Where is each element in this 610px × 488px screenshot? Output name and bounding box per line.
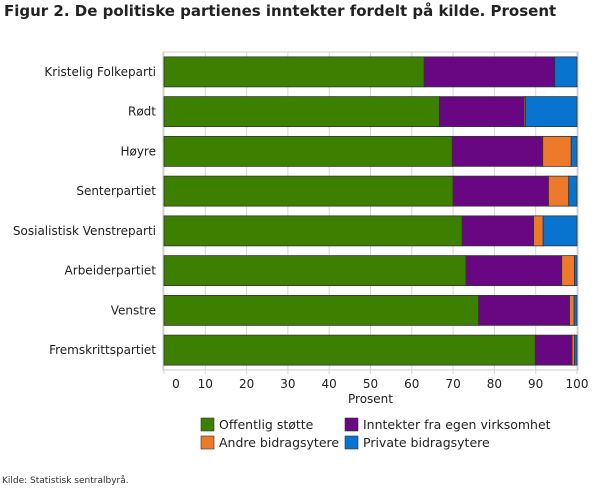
bar-segment — [574, 255, 578, 287]
bar-segment — [573, 294, 578, 326]
x-tick-label: 20 — [239, 377, 254, 391]
bar-segment — [554, 56, 578, 88]
legend-swatch — [344, 417, 359, 432]
bar-segment — [163, 96, 440, 128]
x-tick-label: 10 — [198, 377, 213, 391]
bar-segment — [570, 135, 578, 167]
legend-label: Offentlig støtte — [219, 417, 314, 432]
bar-segment — [542, 215, 578, 247]
x-tick-label: 60 — [404, 377, 419, 391]
x-axis-label: Prosent — [348, 392, 393, 406]
category-label: Kristelig Folkeparti — [44, 65, 156, 79]
legend-label: Private bidragsytere — [363, 435, 490, 450]
category-label: Arbeiderpartiet — [65, 264, 157, 278]
bar-segment — [423, 56, 556, 88]
bar-segment — [163, 334, 536, 366]
x-tick-label: 100 — [566, 377, 589, 391]
category-label: Rødt — [128, 105, 156, 119]
x-tick-label: 40 — [322, 377, 337, 391]
bar-segment — [163, 294, 480, 326]
legend-label: Andre bidragsytere — [219, 435, 339, 450]
bar-segment — [163, 56, 425, 88]
legend-swatch — [344, 435, 359, 450]
x-tick-label: 80 — [487, 377, 502, 391]
category-label: Høyre — [120, 144, 156, 158]
bar-segment — [478, 294, 570, 326]
bar-segment — [163, 135, 453, 167]
x-tick-label: 30 — [280, 377, 295, 391]
bar-segment — [533, 215, 544, 247]
bar-segment — [574, 334, 578, 366]
category-label: Senterpartiet — [76, 184, 156, 198]
chart-title: Figur 2. De politiske partienes inntekte… — [4, 2, 557, 20]
bar-segment — [542, 135, 572, 167]
source-note: Kilde: Statistisk sentralbyrå. — [2, 476, 129, 486]
bar-segment — [524, 96, 578, 128]
bar-segment — [163, 215, 463, 247]
bar-segment — [451, 135, 544, 167]
bar-segment — [439, 96, 525, 128]
legend-swatch — [200, 417, 215, 432]
legend-swatch — [200, 435, 215, 450]
bar-segment — [452, 175, 549, 207]
bar-segment — [561, 255, 575, 287]
x-tick-label: 70 — [445, 377, 460, 391]
bar-segment — [465, 255, 563, 287]
bar-segment — [568, 175, 578, 207]
bar-segment — [461, 215, 535, 247]
bar-segment — [569, 294, 575, 326]
category-label: Venstre — [111, 303, 156, 317]
bar-segment — [163, 255, 467, 287]
bar-segment — [163, 175, 454, 207]
category-label: Sosialistisk Venstreparti — [13, 224, 156, 238]
bar-segment — [548, 175, 570, 207]
x-tick-label: 0 — [172, 377, 180, 391]
x-tick-label: 90 — [528, 377, 543, 391]
legend-label: Inntekter fra egen virksomhet — [363, 417, 551, 432]
category-label: Fremskrittspartiet — [49, 343, 156, 357]
x-tick-label: 50 — [363, 377, 378, 391]
bar-segment — [534, 334, 573, 366]
